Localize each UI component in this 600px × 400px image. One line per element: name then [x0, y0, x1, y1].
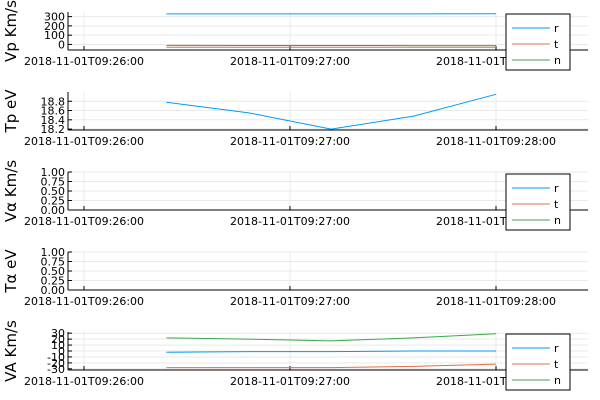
x-tick-label: 2018-11-01T09:28:00 [436, 295, 556, 308]
y-tick-label: 18.2 [41, 123, 66, 136]
series-line-value [166, 93, 497, 130]
x-tick-label: 2018-11-01T09:27:00 [230, 135, 350, 148]
y-axis-label: Tp eV [2, 89, 20, 134]
x-tick-label: 2018-11-01T09:26:00 [24, 295, 144, 308]
legend-label-r: r [554, 342, 559, 355]
x-tick-label: 2018-11-01T09:28:00 [436, 135, 556, 148]
legend-box [505, 13, 571, 71]
y-tick-label: 0.75 [41, 176, 66, 189]
y-axis-label: VA Km/s [2, 320, 20, 382]
y-tick-label: 0.00 [41, 284, 66, 297]
legend-label-n: n [554, 214, 561, 227]
x-tick-label: 2018-11-01T09:26:00 [24, 215, 144, 228]
y-tick-label: 100 [44, 29, 65, 42]
y-tick-label: 1.00 [41, 246, 66, 259]
y-tick-label: 30 [51, 327, 65, 340]
y-tick-label: 20 [51, 333, 65, 346]
legend-label-r: r [554, 22, 559, 35]
legend-label-t: t [554, 198, 559, 211]
x-tick-label: 2018-11-01T09:26:00 [24, 375, 144, 388]
x-tick-label: 2018-11-01T09:26:00 [24, 135, 144, 148]
legend-label-t: t [554, 358, 559, 371]
y-tick-label: 0.50 [41, 265, 66, 278]
y-tick-label: 0.00 [41, 204, 66, 217]
y-tick-label: 0.25 [41, 275, 66, 288]
legend-label-n: n [554, 54, 561, 67]
y-axis-label: Vp Km/s [2, 0, 20, 62]
y-axis-label: Vα Km/s [2, 160, 20, 222]
y-tick-label: 10 [51, 339, 65, 352]
legend: rtn [505, 173, 571, 231]
y-tick-label: 18.8 [41, 95, 66, 108]
legend: rtn [505, 333, 571, 391]
y-tick-label: -20 [47, 357, 65, 370]
y-tick-label: 0.25 [41, 195, 66, 208]
x-tick-label: 2018-11-01T09:27:00 [230, 55, 350, 68]
legend-box [505, 333, 571, 391]
y-tick-label: 1.00 [41, 166, 66, 179]
series-line-r [166, 350, 496, 353]
y-tick-label: 0 [58, 38, 65, 51]
legend-label-r: r [554, 182, 559, 195]
panel-4: 0.000.250.500.751.00 2018-11-01T09:26:00 2… [2, 246, 588, 308]
legend-label-t: t [554, 38, 559, 51]
y-tick-label: 0.50 [41, 185, 66, 198]
y-tick-label: 18.6 [41, 105, 66, 118]
panel-3: 0.000.250.500.751.00 2018-11-01T09:26:00 2… [2, 160, 588, 231]
y-tick-label: 300 [44, 11, 65, 24]
x-tick-label: 2018-11-01T09:27:00 [230, 215, 350, 228]
x-tick-label: 2018-11-01T09:27:00 [230, 375, 350, 388]
y-axis-label: Tα eV [2, 249, 20, 294]
legend-label-n: n [554, 374, 561, 387]
x-tick-label: 2018-11-01T09:26:00 [24, 55, 144, 68]
x-tick-label: 2018-11-01T09:27:00 [230, 295, 350, 308]
series-line-n [166, 333, 497, 342]
y-tick-label: 0 [58, 345, 65, 358]
legend: rtn [505, 13, 571, 71]
panel-2: 18.218.418.618.8 2018-11-01T09:26:00 2018-… [2, 89, 588, 148]
y-tick-label: -10 [47, 351, 65, 364]
y-tick-label: 0.75 [41, 256, 66, 269]
y-tick-label: -30 [47, 363, 65, 376]
legend-box [505, 173, 571, 231]
y-tick-label: 200 [44, 20, 65, 33]
series-line-t [166, 363, 497, 369]
y-tick-label: 18.4 [41, 114, 66, 127]
